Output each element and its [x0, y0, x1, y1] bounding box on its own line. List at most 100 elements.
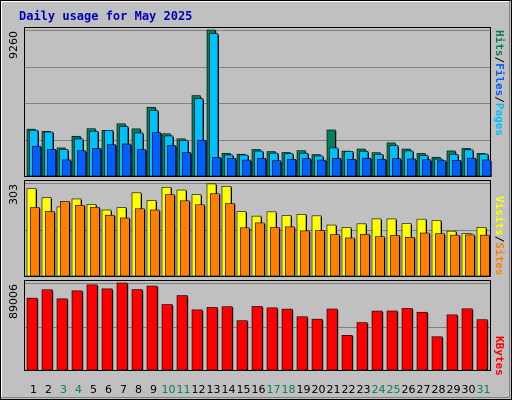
side-label-part-kbytes-0: KBytes: [493, 336, 506, 376]
bar-kbytes-day-9: [146, 285, 159, 371]
bar-pages-day-9-fill: [152, 132, 161, 177]
bar-kbytes-day-27-fill: [416, 311, 428, 371]
bar-sites-day-30: [464, 234, 476, 277]
bar-kbytes-day-3-fill: [56, 298, 68, 371]
bar-pages-day-17-fill: [272, 160, 281, 177]
bar-kbytes-day-29-fill: [446, 314, 458, 371]
bar-sites-day-6-fill: [105, 214, 115, 277]
bar-pages-day-30: [467, 157, 477, 177]
side-label-part-hits-files-pages-3: /: [493, 96, 506, 103]
bar-kbytes-day-23-fill: [356, 322, 368, 371]
bar-pages-day-29: [452, 160, 462, 177]
bar-sites-day-24-fill: [374, 236, 385, 277]
bar-kbytes-day-15-fill: [236, 320, 248, 371]
bar-sites-day-10: [165, 194, 176, 277]
bar-sites-day-31-fill: [479, 234, 490, 277]
bar-pages-day-6: [107, 144, 117, 177]
bar-pages-day-19: [302, 158, 312, 177]
bar-pages-day-11: [182, 152, 192, 177]
bar-sites-day-18: [284, 226, 296, 277]
bar-sites-day-30-fill: [464, 234, 475, 277]
bar-pages-day-28: [437, 160, 447, 177]
bar-sites-day-25-fill: [389, 235, 400, 277]
bar-pages-day-3: [62, 159, 72, 177]
bar-kbytes-day-24: [371, 310, 384, 371]
x-tick-label-day-22: 22: [342, 383, 356, 396]
bar-kbytes-day-27: [416, 311, 429, 371]
bar-pages-day-8-fill: [137, 149, 146, 177]
bar-sites-day-5-fill: [90, 206, 100, 277]
bar-sites-day-15: [240, 227, 251, 277]
x-tick-label-day-5: 5: [90, 383, 97, 396]
bar-pages-day-22: [347, 158, 357, 177]
panel-hits-files-pages-side-label: Hits/Files/Pages: [493, 30, 506, 136]
bar-kbytes-day-14: [221, 306, 234, 371]
side-label-part-hits-files-pages-4: Pages: [493, 103, 506, 136]
bar-sites-day-20-fill: [314, 230, 325, 277]
bar-kbytes-day-31-fill: [476, 319, 488, 371]
bar-pages-day-20: [317, 159, 327, 177]
x-tick-label-day-28: 28: [432, 383, 446, 396]
bar-kbytes-day-22-fill: [341, 335, 353, 371]
bar-kbytes-day-17-fill: [266, 307, 278, 371]
bar-kbytes-day-30: [461, 308, 474, 371]
bar-sites-day-17: [269, 227, 281, 277]
bar-kbytes-day-13: [206, 307, 219, 371]
bar-kbytes-day-25-fill: [386, 310, 398, 371]
bar-kbytes-day-8-fill: [131, 289, 143, 371]
bar-sites-day-7: [120, 217, 131, 277]
bar-pages-day-18-fill: [287, 158, 296, 177]
bar-kbytes-day-18: [281, 308, 294, 371]
bar-kbytes-day-6-fill: [101, 288, 113, 371]
bar-pages-day-24-fill: [377, 158, 386, 177]
bar-sites-day-19-fill: [299, 230, 310, 277]
bar-kbytes-day-9-fill: [146, 285, 158, 371]
bar-kbytes-day-22: [341, 335, 354, 371]
bar-pages-day-9: [152, 132, 162, 177]
bar-sites-day-11: [180, 200, 191, 277]
side-label-part-visits-sites-2: Sites: [493, 242, 506, 275]
bar-kbytes-day-25: [386, 310, 399, 371]
bar-pages-day-10: [167, 145, 177, 177]
bar-sites-day-5: [90, 206, 101, 277]
bar-pages-day-1: [32, 145, 42, 177]
bar-kbytes-day-6: [101, 288, 114, 371]
bar-sites-day-19: [299, 230, 311, 277]
bar-sites-day-14: [225, 203, 236, 277]
bar-sites-day-27-fill: [419, 232, 430, 277]
bar-sites-day-13-fill: [210, 193, 220, 277]
bar-pages-day-11-fill: [182, 152, 191, 177]
panel-visits-sites-max-label: 303: [7, 184, 20, 205]
bar-kbytes-day-2: [41, 289, 54, 371]
bar-pages-day-23-fill: [362, 157, 371, 177]
bar-kbytes-day-5-fill: [86, 284, 98, 371]
bar-files-day-13: [209, 33, 219, 178]
bar-sites-day-12: [195, 204, 206, 277]
side-label-part-visits-sites-0: Visits: [493, 196, 506, 236]
x-tick-label-day-23: 23: [357, 383, 371, 396]
bar-sites-day-21-fill: [329, 234, 340, 277]
bar-pages-day-30-fill: [467, 157, 476, 177]
bar-kbytes-day-1: [26, 297, 39, 371]
bar-pages-day-2-fill: [47, 149, 56, 177]
bar-sites-day-22: [344, 237, 356, 277]
bar-kbytes-day-30-fill: [461, 308, 473, 371]
bar-sites-day-23: [359, 233, 371, 277]
bar-kbytes-day-31: [476, 319, 489, 371]
bar-sites-day-29: [449, 234, 461, 277]
bar-kbytes-day-13-fill: [206, 307, 218, 371]
bar-sites-day-28-fill: [434, 233, 445, 277]
x-tick-label-day-6: 6: [105, 383, 112, 396]
bar-pages-day-12-fill: [197, 139, 206, 177]
bar-sites-day-23-fill: [359, 233, 370, 277]
bar-sites-day-14-fill: [225, 203, 235, 277]
bar-sites-day-31: [479, 234, 491, 277]
bar-kbytes-day-21: [326, 308, 339, 371]
bar-sites-day-16: [255, 222, 266, 277]
x-tick-label-day-9: 9: [150, 383, 157, 396]
side-label-text-kbytes: KBytes: [493, 336, 506, 376]
bar-pages-day-14: [227, 158, 237, 177]
bar-sites-day-26-fill: [404, 237, 415, 277]
x-tick-label-day-26: 26: [402, 383, 416, 396]
